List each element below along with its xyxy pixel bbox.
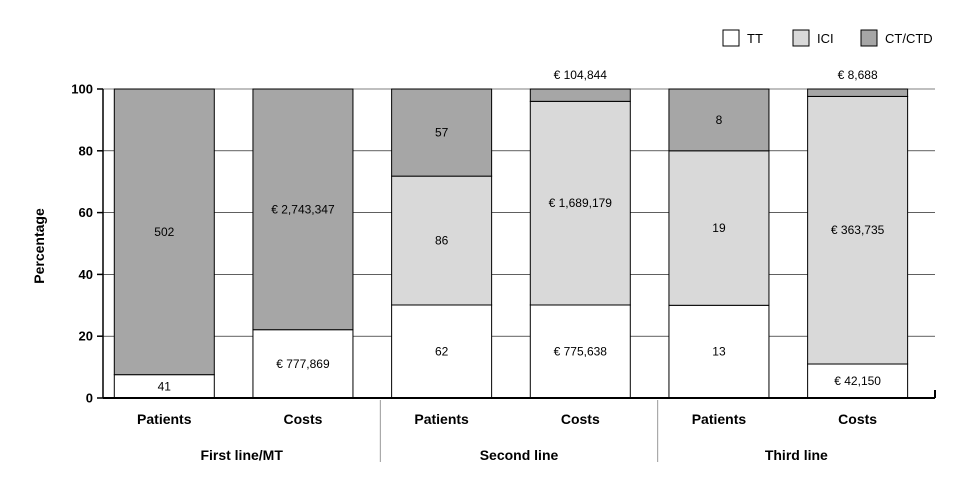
bar-segment-ici xyxy=(668,150,770,306)
bar-segment-ct-ctd xyxy=(807,88,909,97)
data-label: € 775,638 xyxy=(554,344,608,358)
data-label: € 1,689,179 xyxy=(549,196,613,210)
y-tick-label: 80 xyxy=(79,143,93,158)
y-tick-label: 0 xyxy=(86,391,93,406)
x-group-label: First line/MT xyxy=(200,447,283,463)
bar-segment-ici xyxy=(391,175,493,306)
legend-label: CT/CTD xyxy=(885,31,933,46)
x-group-label: Second line xyxy=(480,447,559,463)
y-tick-label: 100 xyxy=(71,82,93,97)
data-label: € 8,688 xyxy=(838,68,878,82)
legend-swatch xyxy=(722,29,740,47)
legend-label: ICI xyxy=(817,31,834,46)
data-label: € 2,743,347 xyxy=(271,202,335,216)
bar-segment-ct-ctd xyxy=(668,88,770,152)
y-tick-label: 60 xyxy=(79,205,93,220)
data-label: 8 xyxy=(716,113,723,127)
bar-segment-ici xyxy=(529,100,631,306)
x-category-label: Patients xyxy=(414,411,469,427)
gridlines xyxy=(103,88,935,337)
bar-segment-tt xyxy=(252,329,354,399)
bar-segment-tt xyxy=(807,363,909,399)
bar-segment-ct-ctd xyxy=(391,88,493,177)
data-label: 19 xyxy=(712,221,726,235)
axes: 0 20 40 60 80 100 Patients Costs First line/MT Pa… xyxy=(71,82,936,463)
data-label: € 777,869 xyxy=(276,357,330,371)
x-category-label: Costs xyxy=(561,411,600,427)
bars: 41 502 € 777,869 € 2,743,347 62 86 57 € 775,638… xyxy=(113,68,909,399)
data-label: 86 xyxy=(435,234,449,248)
legend: TT ICI CT/CTD xyxy=(722,29,933,47)
data-label: € 363,735 xyxy=(831,223,885,237)
legend-label: TT xyxy=(747,31,763,46)
data-label: 41 xyxy=(158,379,172,393)
data-label: € 104,844 xyxy=(554,68,608,82)
data-label: 57 xyxy=(435,126,449,140)
y-tick-label: 40 xyxy=(79,267,93,282)
legend-swatch xyxy=(860,29,878,47)
data-label: 13 xyxy=(712,345,726,359)
y-tick-label: 20 xyxy=(79,329,93,344)
legend-swatch xyxy=(792,29,810,47)
bar-segment-ct-ctd xyxy=(113,88,215,376)
data-label: 62 xyxy=(435,344,449,358)
data-label: 502 xyxy=(154,225,174,239)
x-category-label: Patients xyxy=(137,411,192,427)
x-group-label: Third line xyxy=(765,447,828,463)
bar-segment-tt xyxy=(391,304,493,399)
bar-segment-ct-ctd xyxy=(252,88,354,331)
data-label: € 42,150 xyxy=(834,374,881,388)
y-axis-label: Percentage xyxy=(31,208,47,284)
bar-segment-ici xyxy=(807,95,909,365)
x-category-label: Costs xyxy=(838,411,877,427)
bar-segment-ct-ctd xyxy=(529,88,631,102)
x-category-label: Patients xyxy=(692,411,747,427)
x-category-label: Costs xyxy=(284,411,323,427)
